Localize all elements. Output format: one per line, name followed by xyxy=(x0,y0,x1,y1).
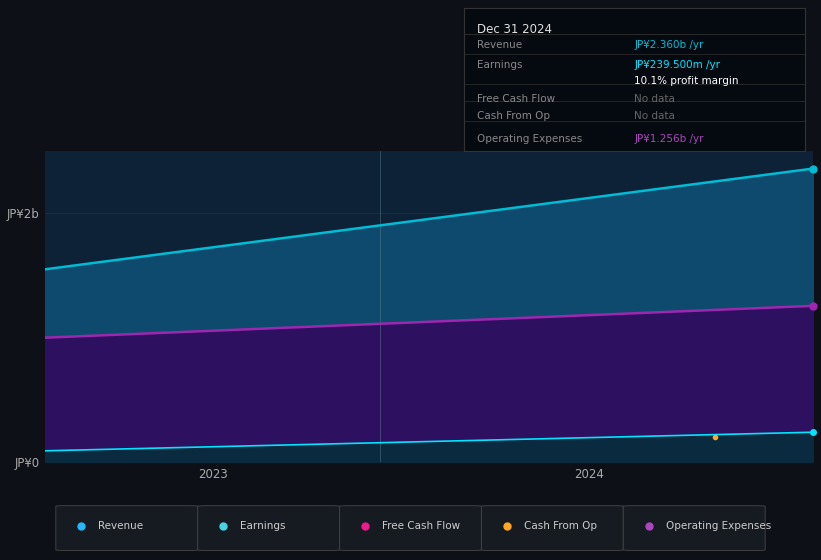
Text: JP¥2.360b /yr: JP¥2.360b /yr xyxy=(635,40,704,50)
Text: Cash From Op: Cash From Op xyxy=(478,111,551,121)
Text: Earnings: Earnings xyxy=(478,60,523,70)
Text: No data: No data xyxy=(635,94,675,104)
Text: Operating Expenses: Operating Expenses xyxy=(666,521,771,531)
Text: No data: No data xyxy=(635,111,675,121)
Text: Free Cash Flow: Free Cash Flow xyxy=(382,521,461,531)
Text: JP¥239.500m /yr: JP¥239.500m /yr xyxy=(635,60,720,70)
Text: Dec 31 2024: Dec 31 2024 xyxy=(478,22,553,36)
Text: Free Cash Flow: Free Cash Flow xyxy=(478,94,556,104)
Text: Operating Expenses: Operating Expenses xyxy=(478,134,583,144)
Text: Revenue: Revenue xyxy=(478,40,523,50)
Text: Cash From Op: Cash From Op xyxy=(524,521,597,531)
FancyBboxPatch shape xyxy=(56,506,198,550)
FancyBboxPatch shape xyxy=(623,506,765,550)
FancyBboxPatch shape xyxy=(198,506,340,550)
Text: Earnings: Earnings xyxy=(241,521,286,531)
Text: Revenue: Revenue xyxy=(99,521,144,531)
FancyBboxPatch shape xyxy=(340,506,481,550)
Text: JP¥1.256b /yr: JP¥1.256b /yr xyxy=(635,134,704,144)
Text: 10.1% profit margin: 10.1% profit margin xyxy=(635,76,739,86)
FancyBboxPatch shape xyxy=(481,506,623,550)
